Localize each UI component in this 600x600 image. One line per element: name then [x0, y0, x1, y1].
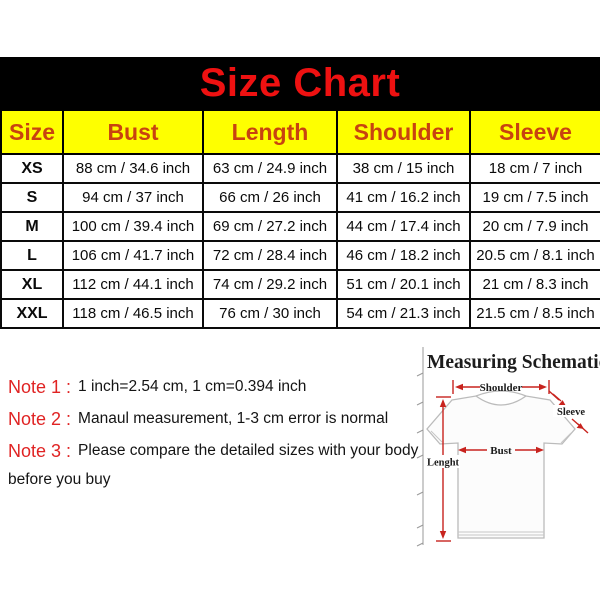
cell-shoulder: 51 cm / 20.1 inch — [336, 269, 471, 300]
note-1-label: Note 1 : — [8, 376, 72, 397]
cell-shoulder: 38 cm / 15 inch — [336, 153, 471, 184]
cell-length: 76 cm / 30 inch — [202, 298, 338, 329]
sleeve-label: Sleeve — [557, 407, 585, 418]
col-header-size: Size — [0, 109, 64, 155]
cell-shoulder: 44 cm / 17.4 inch — [336, 211, 471, 242]
cell-length: 74 cm / 29.2 inch — [202, 269, 338, 300]
table-row-m: M 100 cm / 39.4 inch 69 cm / 27.2 inch 4… — [0, 211, 600, 242]
cell-bust: 106 cm / 41.7 inch — [62, 240, 204, 271]
note-3-continuation: before you buy — [8, 471, 111, 488]
schematic-title: Measuring Schematic — [427, 352, 600, 373]
note-3-text: Please compare the detailed sizes with y… — [78, 442, 419, 459]
cell-sleeve: 18 cm / 7 inch — [469, 153, 600, 184]
cell-size: L — [0, 240, 64, 271]
cell-size: XS — [0, 153, 64, 184]
table-row-l: L 106 cm / 41.7 inch 72 cm / 28.4 inch 4… — [0, 240, 600, 271]
table-row-xs: XS 88 cm / 34.6 inch 63 cm / 24.9 inch 3… — [0, 153, 600, 184]
shoulder-label: Shoulder — [480, 382, 523, 394]
cell-bust: 118 cm / 46.5 inch — [62, 298, 204, 329]
bust-label: Bust — [490, 445, 512, 457]
note-1-text: 1 inch=2.54 cm, 1 cm=0.394 inch — [78, 378, 307, 395]
page-title: Size Chart — [199, 60, 401, 105]
measuring-schematic: Measuring Schematic Shoulder Sleeve — [410, 340, 600, 558]
note-1: Note 1 : 1 inch=2.54 cm, 1 cm=0.394 inch — [8, 371, 418, 403]
table-row-s: S 94 cm / 37 inch 66 cm / 26 inch 41 cm … — [0, 182, 600, 213]
cell-size: XL — [0, 269, 64, 300]
cell-size: S — [0, 182, 64, 213]
sleeve-label-bg — [553, 405, 589, 417]
cell-size: XXL — [0, 298, 64, 329]
size-chart-title-band: Size Chart — [0, 57, 600, 109]
cell-sleeve: 20 cm / 7.9 inch — [469, 211, 600, 242]
note-3: Note 3 : Please compare the detailed siz… — [8, 435, 418, 467]
cell-sleeve: 21.5 cm / 8.5 inch — [469, 298, 600, 329]
size-table-header-row: Size Bust Length Shoulder Sleeve — [0, 109, 600, 155]
length-label-bg — [426, 455, 460, 468]
col-header-shoulder: Shoulder — [336, 109, 471, 155]
cell-shoulder: 54 cm / 21.3 inch — [336, 298, 471, 329]
ruler-edge-line — [416, 347, 424, 547]
sleeve-dimension — [548, 390, 589, 434]
col-header-length: Length — [202, 109, 338, 155]
note-2: Note 2 : Manaul measurement, 1-3 cm erro… — [8, 403, 418, 435]
cell-shoulder: 41 cm / 16.2 inch — [336, 182, 471, 213]
cell-bust: 100 cm / 39.4 inch — [62, 211, 204, 242]
cell-shoulder: 46 cm / 18.2 inch — [336, 240, 471, 271]
cell-size: M — [0, 211, 64, 242]
cell-length: 72 cm / 28.4 inch — [202, 240, 338, 271]
table-row-xxl: XXL 118 cm / 46.5 inch 76 cm / 30 inch 5… — [0, 298, 600, 329]
cell-sleeve: 20.5 cm / 8.1 inch — [469, 240, 600, 271]
length-dimension — [436, 396, 451, 542]
note-3-label: Note 3 : — [8, 440, 72, 461]
tshirt-drawing — [426, 390, 576, 539]
cell-sleeve: 19 cm / 7.5 inch — [469, 182, 600, 213]
cell-length: 63 cm / 24.9 inch — [202, 153, 338, 184]
cell-bust: 94 cm / 37 inch — [62, 182, 204, 213]
cell-length: 69 cm / 27.2 inch — [202, 211, 338, 242]
shoulder-dimension — [452, 380, 550, 394]
bust-label-bg — [488, 443, 514, 456]
cell-bust: 112 cm / 44.1 inch — [62, 269, 204, 300]
note-2-text: Manaul measurement, 1-3 cm error is norm… — [78, 410, 389, 427]
note-2-label: Note 2 : — [8, 408, 72, 429]
cell-sleeve: 21 cm / 8.3 inch — [469, 269, 600, 300]
size-table: Size Bust Length Shoulder Sleeve XS 88 c… — [0, 109, 600, 329]
length-label: Lenght — [427, 458, 460, 469]
notes-block: Note 1 : 1 inch=2.54 cm, 1 cm=0.394 inch… — [8, 371, 418, 493]
bust-dimension — [458, 446, 544, 454]
table-row-xl: XL 112 cm / 44.1 inch 74 cm / 29.2 inch … — [0, 269, 600, 300]
cell-length: 66 cm / 26 inch — [202, 182, 338, 213]
col-header-bust: Bust — [62, 109, 204, 155]
cell-bust: 88 cm / 34.6 inch — [62, 153, 204, 184]
col-header-sleeve: Sleeve — [469, 109, 600, 155]
